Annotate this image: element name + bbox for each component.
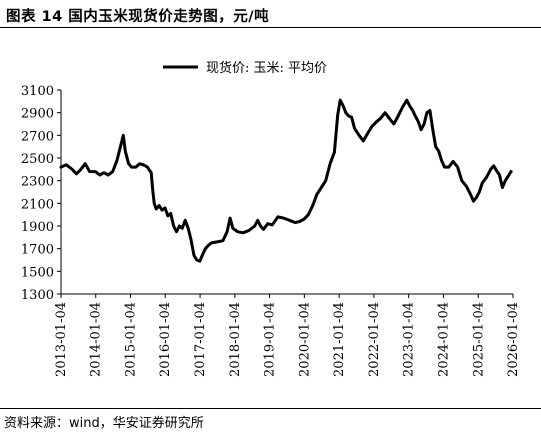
series-line bbox=[59, 98, 513, 263]
x-tick-label: 2019-01-04 bbox=[263, 302, 278, 377]
y-tick-label: 1500 bbox=[21, 265, 54, 280]
legend: 现货价: 玉米: 平均价 bbox=[163, 60, 327, 76]
axes bbox=[60, 90, 513, 295]
y-axis-ticks: 1300 1500 1700 1900 2100 2300 2500 2700 2900 3100 bbox=[21, 84, 61, 303]
x-axis-ticks: 2013-01-04 2014-01-04 2015-01-04 2016-01-04… bbox=[54, 294, 521, 377]
x-tick-label: 2021-01-04 bbox=[332, 302, 347, 377]
source-rule bbox=[0, 408, 541, 409]
y-tick-label: 2500 bbox=[21, 152, 54, 167]
x-tick-label: 2024-01-04 bbox=[436, 302, 451, 377]
y-tick-label: 2700 bbox=[21, 129, 54, 144]
y-tick-label: 2900 bbox=[21, 107, 54, 122]
x-tick-label: 2026-01-04 bbox=[506, 302, 521, 377]
title-rule bbox=[0, 27, 541, 28]
x-tick-label: 2013-01-04 bbox=[54, 302, 69, 377]
y-tick-label: 1300 bbox=[21, 288, 54, 303]
x-tick-label: 2022-01-04 bbox=[367, 302, 382, 377]
x-tick-label: 2016-01-04 bbox=[158, 302, 173, 377]
y-tick-label: 1900 bbox=[21, 220, 54, 235]
y-tick-label: 1700 bbox=[21, 243, 54, 258]
y-tick-label: 2300 bbox=[21, 175, 54, 190]
legend-label: 现货价: 玉米: 平均价 bbox=[206, 60, 327, 76]
y-tick-label: 2100 bbox=[21, 197, 54, 212]
source-note: 资料来源：wind，华安证券研究所 bbox=[4, 416, 204, 431]
x-tick-label: 2023-01-04 bbox=[402, 302, 417, 377]
x-tick-label: 2017-01-04 bbox=[193, 302, 208, 377]
x-tick-label: 2014-01-04 bbox=[89, 302, 104, 377]
figure-title: 图表 14 国内玉米现货价走势图，元/吨 bbox=[6, 9, 270, 25]
y-tick-label: 3100 bbox=[21, 84, 54, 99]
x-tick-label: 2025-01-04 bbox=[471, 302, 486, 377]
x-tick-label: 2020-01-04 bbox=[297, 302, 312, 377]
x-tick-label: 2015-01-04 bbox=[123, 302, 138, 377]
x-tick-label: 2018-01-04 bbox=[228, 302, 243, 377]
